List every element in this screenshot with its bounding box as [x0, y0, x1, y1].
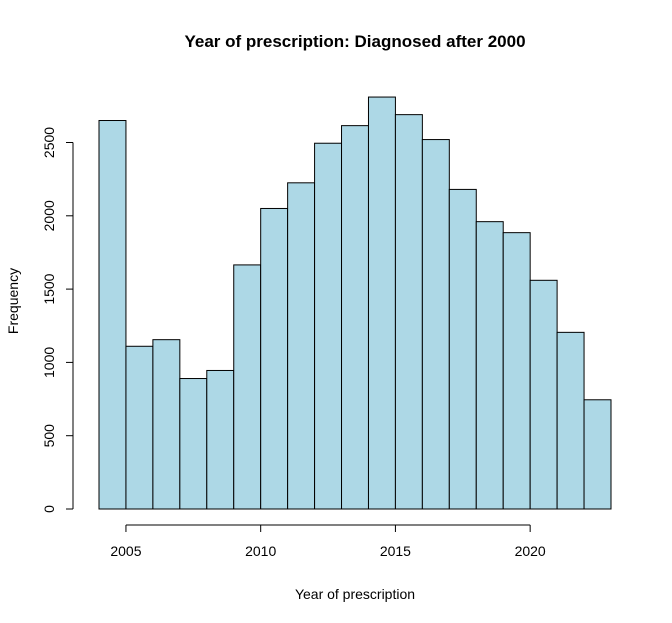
y-tick-label: 2500	[41, 127, 57, 158]
histogram-bar	[98, 120, 127, 510]
histogram-bar	[125, 345, 154, 510]
histogram-bar	[394, 114, 423, 510]
y-tick-label: 500	[41, 424, 57, 448]
x-tick-label: 2015	[380, 543, 411, 559]
x-tick-label: 2005	[110, 543, 141, 559]
histogram-bar	[179, 378, 208, 510]
y-tick-label: 1500	[41, 273, 57, 304]
x-axis-label: Year of prescription	[295, 586, 415, 602]
y-axis-label: Frequency	[5, 268, 21, 334]
histogram-bar	[367, 96, 396, 510]
histogram-bar	[314, 142, 343, 510]
histogram-bar	[287, 182, 316, 510]
x-tick-label: 2010	[245, 543, 276, 559]
y-tick-label: 1000	[41, 347, 57, 378]
y-axis: 0 500 1000 1500 2000 2500	[41, 127, 74, 513]
histogram-bar	[556, 331, 585, 510]
histogram-bar	[233, 264, 262, 510]
histogram-bar	[152, 339, 181, 510]
bars-group	[98, 96, 612, 510]
y-tick-label: 2000	[41, 200, 57, 231]
histogram-bar	[206, 369, 235, 510]
histogram-bar	[448, 188, 477, 510]
histogram-bar	[341, 125, 369, 510]
x-axis: 2005 2010 2015 2020	[110, 524, 546, 559]
histogram-bar	[502, 232, 531, 510]
histogram-bar	[260, 207, 289, 510]
x-tick-label: 2020	[515, 543, 546, 559]
histogram-bar	[583, 399, 612, 510]
histogram-bar	[421, 139, 450, 510]
histogram-bar	[529, 279, 558, 510]
histogram-bar	[475, 221, 504, 510]
y-tick-label: 0	[41, 505, 57, 513]
chart-title: Year of prescription: Diagnosed after 20…	[184, 32, 525, 51]
